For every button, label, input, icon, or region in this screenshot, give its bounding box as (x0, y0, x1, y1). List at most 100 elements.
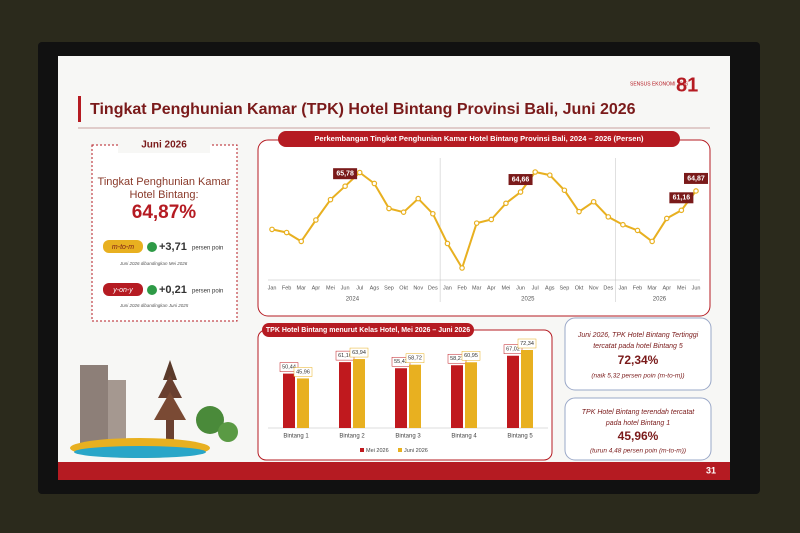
kpi-tab (118, 137, 210, 153)
yoy-note: Juni 2026 dibandingkan Juni 2025 (119, 303, 189, 308)
point (356, 169, 363, 176)
x-tick-label: Mar (472, 285, 482, 291)
point (532, 169, 538, 175)
x-tick-label: Bintang 4 (451, 434, 477, 440)
value-label-bg (503, 344, 523, 354)
point (590, 198, 597, 205)
x-tick-label: Bintang 1 (283, 434, 309, 440)
x-tick-label: Jun (516, 285, 525, 291)
value-label: 60,95 (464, 353, 478, 359)
value-label: 50,44 (282, 365, 296, 371)
point (634, 227, 641, 234)
note-detail: (naik 5,32 persen poin (m-to-m)) (591, 373, 684, 380)
value-label-bg (333, 168, 358, 180)
note-detail: (turun 4,48 persen poin (m-to-m)) (590, 448, 686, 455)
point (386, 205, 392, 212)
value-label: 72,34 (520, 341, 534, 347)
value-label: 45,96 (296, 369, 310, 375)
x-tick-label: Apr (662, 285, 671, 291)
value-label-bg (349, 347, 369, 358)
kpi-label: Tingkat Penghunian Kamar (98, 176, 231, 188)
x-tick-label: Sep (384, 285, 394, 291)
x-tick-label: Des (428, 285, 438, 291)
legend-label: Mei 2026 (366, 448, 389, 454)
line-chart: 2024 2025 2026 Jan Feb Mar Apr Mei Jun 65,78 Jul Ag… (268, 158, 708, 303)
point (678, 207, 685, 214)
note-text: TPK Hotel Bintang terendah tercatat (582, 409, 696, 416)
value-label: 64,87 (687, 175, 705, 182)
x-tick-label: Nov (413, 285, 423, 291)
bar (409, 364, 421, 428)
x-tick-label: Jun (341, 285, 350, 291)
point (430, 210, 436, 217)
year-label: 2026 (653, 297, 667, 303)
point (561, 187, 568, 194)
point (342, 183, 348, 189)
yoy-tag: y-on-y (112, 287, 133, 294)
kpi-label: Hotel Bintang: (129, 189, 198, 201)
value-label-bg (279, 362, 299, 372)
note-text: tercatat pada hotel Bintang 5 (593, 343, 683, 350)
bar (339, 362, 351, 428)
value-label-bg (517, 338, 537, 349)
up-icon (147, 242, 157, 252)
logo-text: SENSUS EKONOMI 2026 (630, 81, 688, 87)
x-tick-label: Des (603, 285, 613, 291)
value-label-bg (508, 174, 533, 186)
x-tick-label: Jun (692, 285, 701, 291)
point (400, 209, 407, 215)
up-icon (147, 285, 157, 295)
value-label: 67,02 (506, 347, 520, 353)
mtm-change: +3,71 (159, 241, 187, 253)
year-label: 2025 (521, 297, 535, 303)
note-text: Juni 2026, TPK Hotel Bintang Tertinggi (577, 332, 699, 339)
note-value: 72,34% (618, 353, 659, 367)
point (517, 189, 524, 195)
slide-title: Tingkat Penghunian Kamar (TPK) Hotel Bin… (90, 101, 636, 118)
title-accent (78, 96, 81, 122)
x-tick-label: Bintang 3 (395, 434, 421, 440)
value-label: 58,72 (408, 356, 422, 362)
value-label: 64,66 (512, 176, 530, 183)
footer-bar (58, 462, 730, 480)
yoy-tag-bg (103, 283, 143, 296)
point (503, 200, 509, 207)
x-tick-label: Jan (443, 285, 452, 291)
legend-swatch (398, 448, 402, 452)
x-tick-label: Okt (399, 285, 408, 291)
value-label: 58,21 (450, 356, 464, 362)
x-tick-label: Mei (677, 285, 686, 291)
x-tick-label: Bintang 5 (507, 434, 533, 440)
value-label-bg (293, 367, 313, 377)
kpi-period: Juni 2026 (141, 140, 187, 151)
mtm-unit: persen poin (192, 246, 223, 252)
point (620, 221, 626, 228)
point (546, 172, 553, 178)
x-tick-label: Jul (532, 285, 539, 291)
x-tick-label: Feb (282, 285, 291, 291)
mtm-tag-bg (103, 240, 143, 253)
bar (507, 355, 519, 428)
x-tick-label: Feb (457, 285, 466, 291)
point (371, 180, 378, 187)
bar (521, 350, 533, 428)
note-text: pada hotel Bintang 1 (605, 420, 670, 427)
bar (395, 368, 407, 428)
value-label: 65,78 (336, 171, 354, 178)
point (327, 196, 334, 203)
x-tick-label: Bintang 2 (339, 434, 365, 440)
x-tick-label: Ags (545, 285, 555, 291)
point (649, 238, 655, 245)
point (415, 195, 422, 202)
point (313, 217, 319, 223)
x-tick-label: Apr (312, 285, 321, 291)
point (269, 226, 275, 233)
value-label-bg (684, 172, 708, 184)
yoy-unit: persen poin (192, 289, 223, 295)
x-tick-label: Mei (326, 285, 335, 291)
point (459, 265, 465, 271)
point (663, 215, 670, 222)
x-tick-label: Sep (560, 285, 570, 291)
